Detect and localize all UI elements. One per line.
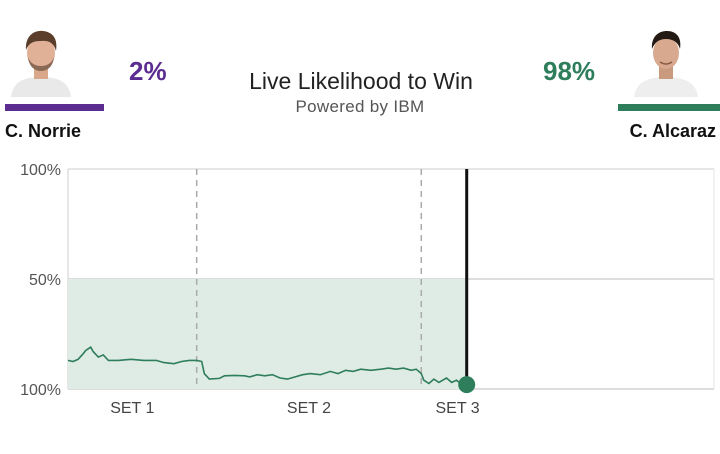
right-player-name: C. Alcaraz — [629, 121, 716, 141]
set-2-label: SET 2 — [287, 400, 331, 417]
set-1-label: SET 1 — [110, 400, 154, 417]
chart-title: Live Likelihood to Win — [249, 68, 473, 94]
player-portrait-icon — [634, 31, 698, 97]
likelihood-series-line — [67, 346, 467, 386]
likelihood-area-fill — [68, 279, 467, 389]
y-tick-middle: 50% — [29, 272, 61, 289]
left-player-win-percent: 2% — [129, 56, 167, 86]
right-player-color-bar — [618, 104, 720, 111]
current-point-marker — [458, 376, 476, 394]
set-3-label: SET 3 — [436, 400, 480, 417]
left-player-name: C. Norrie — [5, 121, 82, 141]
player-portrait-icon — [11, 30, 71, 97]
right-player-win-percent: 98% — [543, 56, 596, 86]
win-likelihood-chart: 100% 50% 100% SET 1 SET 2 SET 3 — [20, 162, 715, 417]
player-avatar-right — [630, 25, 702, 97]
left-player-color-bar — [5, 104, 104, 111]
y-tick-bottom: 100% — [20, 382, 61, 399]
player-avatar-left — [5, 25, 77, 97]
y-tick-top: 100% — [20, 162, 61, 179]
chart-subtitle: Powered by IBM — [295, 97, 425, 116]
